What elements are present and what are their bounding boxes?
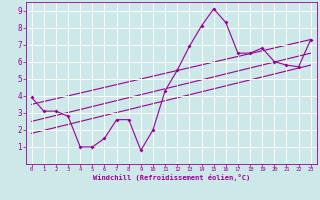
X-axis label: Windchill (Refroidissement éolien,°C): Windchill (Refroidissement éolien,°C) xyxy=(92,174,250,181)
